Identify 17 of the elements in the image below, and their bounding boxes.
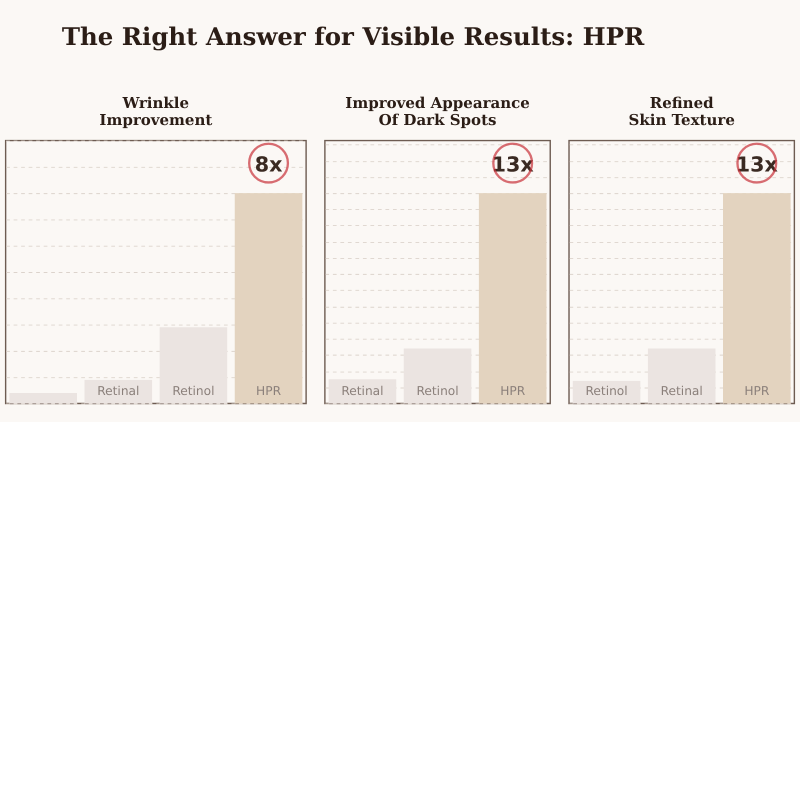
chart-title: Improved Appearance Of Dark Spots	[345, 94, 530, 129]
chart-title: Refined Skin Texture	[628, 94, 735, 129]
bar	[234, 193, 302, 404]
chart-title: Wrinkle Improvement	[99, 94, 212, 129]
category-label: Retinol	[416, 384, 459, 398]
bar	[160, 327, 228, 404]
bar	[9, 392, 77, 404]
data-label: 8x	[254, 152, 282, 177]
category-label: Retinal	[660, 384, 703, 398]
category-label: Retinol	[172, 384, 215, 398]
text: The Right Answer for Visible Results: HPR	[62, 22, 645, 51]
category-label: HPR	[500, 384, 526, 398]
category-label: HPR	[744, 384, 770, 398]
category-label: HPR	[256, 384, 282, 398]
category-label: Retinal	[97, 384, 140, 398]
category-label: Retinal	[341, 384, 384, 398]
category-label: Retinol	[585, 384, 628, 398]
